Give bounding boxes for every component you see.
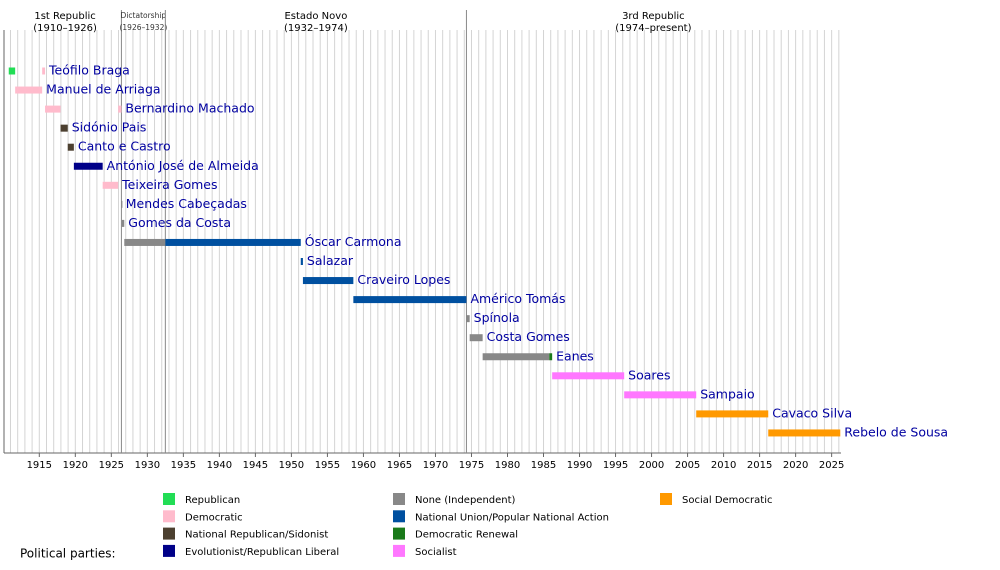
president-name: Craveiro Lopes <box>357 272 450 287</box>
x-tick-label: 1970 <box>423 460 448 471</box>
term-bar <box>768 429 841 437</box>
president-name: Sidónio Pais <box>72 120 147 135</box>
legend-swatch <box>393 544 405 557</box>
era-sublabel: (1932–1974) <box>284 23 348 34</box>
x-tick-label: 1980 <box>495 460 520 471</box>
legend-label: None (Independent) <box>415 495 516 506</box>
x-tick-label: 1995 <box>603 460 628 471</box>
president-name: Eanes <box>556 348 594 363</box>
term-bar <box>300 258 303 265</box>
president-name: Canto e Castro <box>78 139 171 154</box>
era-label: Estado Novo <box>284 11 347 22</box>
x-tick-label: 1930 <box>135 460 160 471</box>
legend-swatch <box>660 493 672 505</box>
term-bar <box>353 296 467 304</box>
x-tick-label: 1945 <box>243 460 268 471</box>
legend-label: Evolutionist/Republican Liberal <box>185 547 339 558</box>
president-name: Américo Tomás <box>470 291 565 306</box>
term-bar <box>165 238 301 246</box>
era-sublabel: (1974–present) <box>615 23 691 34</box>
x-tick-label: 1935 <box>171 460 196 471</box>
x-tick-label: 1950 <box>279 460 304 471</box>
legend-swatch <box>393 493 405 505</box>
term-bar <box>121 200 123 208</box>
term-bar <box>60 124 68 132</box>
legend-label: Socialist <box>415 547 457 558</box>
x-tick-label: 1915 <box>27 460 52 471</box>
term-bar <box>42 67 46 75</box>
term-bar <box>15 86 43 94</box>
legend-label: Social Democratic <box>682 495 772 506</box>
president-name: Bernardino Machado <box>125 101 254 116</box>
term-bar <box>8 67 16 75</box>
legend-label: Republican <box>185 495 240 506</box>
x-tick-label: 1965 <box>387 460 412 471</box>
legend-swatch <box>393 510 405 523</box>
x-tick-label: 1925 <box>99 460 124 471</box>
term-bar <box>302 277 354 285</box>
x-tick-label: 2010 <box>711 460 736 471</box>
term-bar <box>482 353 550 361</box>
term-bar <box>696 410 769 418</box>
legend-title: Political parties: <box>20 547 116 561</box>
president-name: Teixeira Gomes <box>121 177 217 192</box>
x-tick-label: 2020 <box>783 460 808 471</box>
era-label: 1st Republic <box>34 11 95 22</box>
x-tick-label: 2000 <box>639 460 664 471</box>
x-tick-label: 1990 <box>567 460 592 471</box>
term-bar <box>124 238 166 246</box>
legend-swatch <box>163 527 175 540</box>
term-bar <box>549 353 553 361</box>
president-name: António José de Almeida <box>107 158 259 173</box>
president-name: Costa Gomes <box>487 329 570 344</box>
legend-swatch <box>163 544 175 557</box>
era-label: 3rd Republic <box>622 11 685 22</box>
president-name: Óscar Carmona <box>305 234 402 249</box>
term-bar <box>121 219 125 227</box>
president-name: Mendes Cabeçadas <box>126 196 247 211</box>
legend-swatch <box>163 510 175 523</box>
term-bar <box>118 105 122 113</box>
president-name: Rebelo de Sousa <box>844 424 948 439</box>
term-bar <box>67 143 74 151</box>
x-tick-label: 2025 <box>819 460 844 471</box>
president-name: Cavaco Silva <box>772 405 852 420</box>
legend-label: Democratic <box>185 512 243 523</box>
legend-label: Democratic Renewal <box>415 530 518 541</box>
term-bar <box>466 315 470 323</box>
term-bar <box>624 391 697 399</box>
legend-label: National Republican/Sidonist <box>185 530 328 541</box>
legend-swatch <box>393 527 405 540</box>
x-tick-label: 2015 <box>747 460 772 471</box>
x-tick-label: 1955 <box>315 460 340 471</box>
president-name: Gomes da Costa <box>128 215 231 230</box>
era-sublabel: (1926–1932) <box>119 23 167 32</box>
term-bar <box>102 181 119 189</box>
x-tick-label: 1960 <box>351 460 376 471</box>
term-bar <box>73 162 103 170</box>
x-tick-label: 1920 <box>63 460 88 471</box>
president-name: Sampaio <box>700 386 755 401</box>
president-name: Spínola <box>474 310 520 325</box>
era-label: Dictatorship <box>121 11 167 20</box>
president-name: Soares <box>628 367 670 382</box>
president-name: Teófilo Braga <box>48 63 130 78</box>
era-sublabel: (1910–1926) <box>33 23 97 34</box>
term-bar <box>469 334 483 342</box>
x-tick-label: 2005 <box>675 460 700 471</box>
legend-swatch <box>163 493 175 505</box>
x-tick-label: 1985 <box>531 460 556 471</box>
legend-label: National Union/Popular National Action <box>415 512 609 523</box>
x-tick-label: 1940 <box>207 460 232 471</box>
x-tick-label: 1975 <box>459 460 484 471</box>
president-name: Manuel de Arriaga <box>46 82 160 97</box>
term-bar <box>45 105 61 113</box>
term-bar <box>552 372 625 380</box>
president-name: Salazar <box>307 253 354 268</box>
